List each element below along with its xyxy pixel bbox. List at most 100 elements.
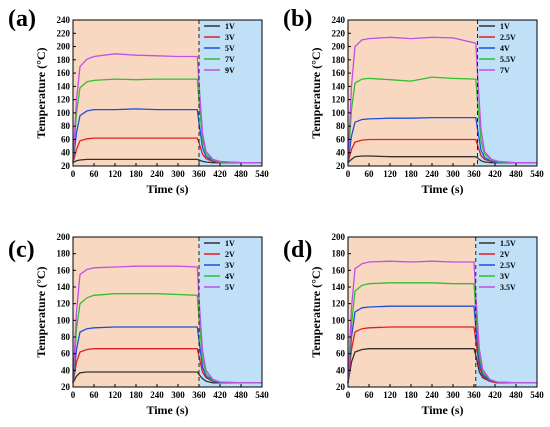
y-tick-label: 100	[332, 108, 346, 118]
cooling-region	[199, 237, 262, 387]
plot-frame	[347, 236, 538, 388]
y-tick-label: 60	[61, 134, 71, 144]
x-tick-label: 60	[365, 390, 375, 400]
legend-label: 5V	[225, 283, 235, 292]
y-tick-label: 80	[61, 121, 71, 131]
legend-label: 4V	[225, 272, 235, 281]
x-axis-label: Time (s)	[146, 182, 188, 196]
y-tick-label: 240	[332, 15, 346, 25]
y-tick-label: 140	[57, 282, 71, 292]
chart-panel-c: (c) 0 60 120 180 240 300 360 420 480 540 20 40 60 80 1…	[0, 213, 275, 427]
y-tick-label: 40	[336, 365, 346, 375]
legend-label: 1V	[225, 239, 235, 248]
y-tick-label: 200	[57, 42, 71, 52]
legend-label: 1V	[500, 22, 510, 31]
x-tick-label: 360	[192, 169, 206, 179]
x-tick-label: 180	[129, 390, 143, 400]
cooling-region	[477, 20, 537, 166]
x-tick-label: 180	[404, 390, 418, 400]
y-tick-label: 200	[332, 232, 346, 242]
x-tick-label: 240	[150, 169, 164, 179]
cooling-region	[199, 20, 262, 166]
y-tick-label: 140	[57, 81, 71, 91]
heating-region	[348, 20, 478, 166]
chart-panel-d: (d) 0 60 120 180 240 300 360 420 480 540 20 40 60 80 1…	[275, 213, 550, 427]
x-tick-label: 0	[346, 169, 351, 179]
y-tick-label: 60	[61, 349, 71, 359]
x-tick-label: 300	[171, 169, 185, 179]
y-axis-label: Temperature (°C)	[34, 266, 48, 357]
plot-frame	[72, 19, 263, 167]
series-line	[72, 265, 262, 384]
x-tick-label: 120	[383, 169, 397, 179]
y-tick-label: 20	[336, 382, 346, 392]
y-tick-label: 100	[57, 108, 71, 118]
legend-label: 3V	[225, 261, 235, 270]
x-tick-label: 60	[90, 390, 100, 400]
y-tick-label: 40	[336, 148, 346, 158]
x-tick-label: 300	[171, 390, 185, 400]
x-tick-label: 120	[108, 169, 122, 179]
panel-label: (c)	[8, 237, 35, 263]
x-tick-label: 540	[255, 169, 269, 179]
y-tick-label: 140	[332, 81, 346, 91]
x-tick-label: 360	[467, 390, 481, 400]
x-tick-label: 420	[488, 390, 502, 400]
plot-frame	[347, 19, 538, 167]
y-tick-label: 180	[332, 249, 346, 259]
y-tick-label: 80	[336, 121, 346, 131]
y-tick-label: 160	[57, 68, 71, 78]
x-tick-label: 360	[467, 169, 481, 179]
x-tick-label: 0	[346, 390, 351, 400]
x-axis-label: Time (s)	[421, 403, 463, 417]
series-line	[72, 371, 262, 384]
y-tick-label: 180	[57, 55, 71, 65]
legend-label: 2V	[500, 250, 510, 259]
legend-label: 4V	[500, 44, 510, 53]
cooling-region	[475, 237, 537, 387]
legend-label: 3V	[500, 272, 510, 281]
y-tick-label: 180	[57, 249, 71, 259]
x-tick-label: 180	[129, 169, 143, 179]
x-tick-label: 240	[425, 390, 439, 400]
x-tick-label: 60	[90, 169, 100, 179]
series-line	[72, 326, 262, 384]
legend-label: 2V	[225, 250, 235, 259]
legend-label: 7V	[500, 66, 510, 75]
series-line	[72, 137, 262, 164]
legend-label: 7V	[225, 55, 235, 64]
x-tick-label: 420	[213, 169, 227, 179]
y-axis-label: Temperature (°C)	[309, 266, 323, 357]
line-chart-a: 0 60 120 180 240 300 360 420 480 540 20 40 60 80 100 12…	[34, 15, 269, 196]
series-line	[347, 116, 537, 164]
y-tick-label: 240	[57, 15, 71, 25]
legend-label: 5.5V	[500, 55, 516, 64]
x-tick-label: 0	[71, 169, 76, 179]
y-tick-label: 60	[336, 349, 346, 359]
x-tick-label: 420	[213, 390, 227, 400]
legend-label: 1V	[225, 22, 235, 31]
heating-region	[348, 237, 476, 387]
legend-label: 2.5V	[500, 261, 516, 270]
y-axis-label: Temperature (°C)	[309, 47, 323, 138]
y-tick-label: 100	[332, 315, 346, 325]
y-tick-label: 80	[336, 332, 346, 342]
y-tick-label: 160	[332, 265, 346, 275]
y-tick-label: 200	[332, 42, 346, 52]
series-line	[347, 326, 537, 384]
chart-panel-a: (a) 0 60 120 180 240 300 360 420 480 540 20 40 60 80 1…	[0, 0, 275, 213]
y-tick-label: 120	[332, 95, 346, 105]
x-tick-label: 540	[530, 390, 544, 400]
chart-panel-b: (b) 0 60 120 180 240 300 360 420 480 540 20 40 60 80 1…	[275, 0, 550, 213]
x-tick-label: 240	[150, 390, 164, 400]
y-tick-label: 100	[57, 315, 71, 325]
x-tick-label: 180	[404, 169, 418, 179]
series-line	[72, 53, 262, 164]
series-line	[347, 155, 537, 164]
y-tick-label: 120	[57, 95, 71, 105]
x-tick-label: 480	[234, 169, 248, 179]
y-tick-label: 80	[61, 332, 71, 342]
x-axis-label: Time (s)	[146, 403, 188, 417]
plot-frame	[72, 236, 263, 388]
x-tick-label: 480	[509, 169, 523, 179]
